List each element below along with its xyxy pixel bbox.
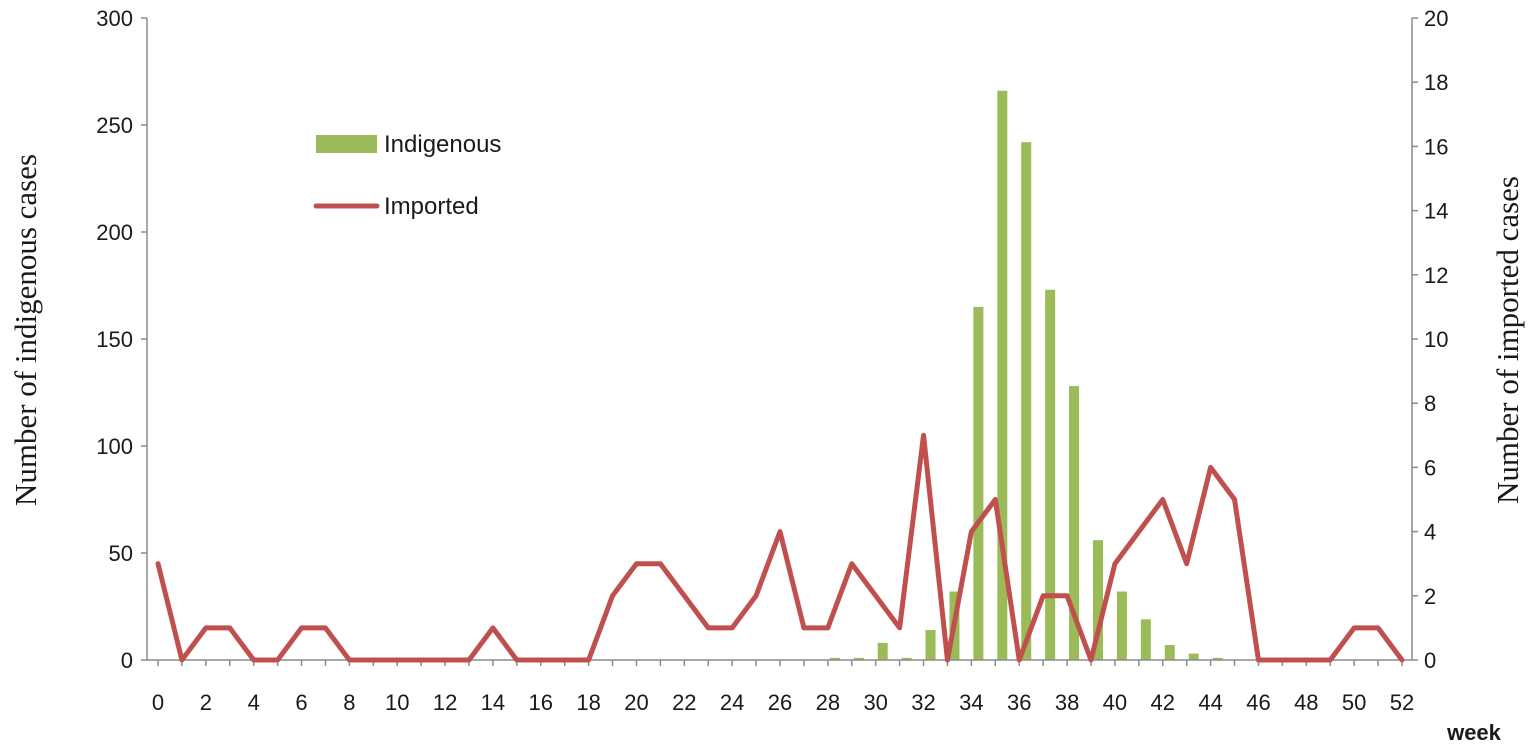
x-tick-label: 20 [624, 690, 648, 715]
indigenous-bar [1045, 289, 1056, 660]
indigenous-bars [829, 90, 1223, 660]
x-tick-label: 18 [576, 690, 600, 715]
right-axis-title: Number of imported cases [1490, 176, 1525, 504]
x-tick-label: 40 [1103, 690, 1127, 715]
left-axis-title: Number of indigenous cases [8, 154, 43, 506]
x-tick-label: 34 [959, 690, 983, 715]
imported-line [155, 432, 1405, 663]
axes [146, 18, 1413, 661]
indigenous-bar [1140, 619, 1151, 660]
x-tick-label: 36 [1007, 690, 1031, 715]
right-tick-label: 2 [1424, 584, 1436, 609]
x-tick-label: 0 [152, 690, 164, 715]
x-axis-title: week [1446, 720, 1502, 745]
x-tick-label: 16 [529, 690, 553, 715]
left-tick-label: 250 [96, 113, 133, 138]
right-tick-label: 20 [1424, 6, 1448, 31]
indigenous-bar [1188, 653, 1199, 660]
left-tick-label: 150 [96, 327, 133, 352]
x-tick-label: 38 [1055, 690, 1079, 715]
legend-swatch-indigenous [316, 135, 377, 153]
x-tick-label: 46 [1246, 690, 1270, 715]
indigenous-bar [1069, 386, 1080, 660]
x-tick-label: 14 [481, 690, 505, 715]
x-tick-label: 44 [1198, 690, 1222, 715]
left-tick-label: 0 [121, 648, 133, 673]
left-tick-label: 50 [109, 541, 133, 566]
x-tick-label: 42 [1151, 690, 1175, 715]
x-tick-label: 52 [1390, 690, 1414, 715]
left-axis-ticks: 0 50 100 150 200 250 300 [96, 6, 147, 673]
indigenous-bar [1093, 540, 1103, 660]
indigenous-bar [877, 642, 888, 660]
indigenous-bar [1212, 657, 1223, 660]
x-tick-label: 2 [200, 690, 212, 715]
right-tick-label: 8 [1424, 391, 1436, 416]
legend-label-imported: Imported [384, 193, 479, 220]
left-tick-label: 100 [96, 434, 133, 459]
right-tick-label: 10 [1424, 327, 1448, 352]
left-tick-label: 200 [96, 220, 133, 245]
x-tick-label: 6 [295, 690, 307, 715]
x-tick-label: 26 [768, 690, 792, 715]
right-axis-ticks: 0 2 4 6 8 10 12 14 16 18 20 [1412, 6, 1448, 673]
x-tick-label: 30 [863, 690, 887, 715]
legend-label-indigenous: Indigenous [384, 131, 501, 158]
indigenous-bar [1021, 142, 1032, 660]
right-tick-label: 12 [1424, 263, 1448, 288]
x-tick-label: 22 [672, 690, 696, 715]
indigenous-bar [1164, 645, 1175, 660]
x-axis-ticks: 0 2 4 6 8 10 12 14 16 18 20 22 24 26 28 30 32 34 36 38 40 42 4… [152, 660, 1414, 715]
right-tick-label: 0 [1424, 648, 1436, 673]
indigenous-bar [997, 90, 1008, 660]
x-tick-label: 24 [720, 690, 744, 715]
indigenous-bar [853, 657, 864, 660]
legend: Indigenous Imported [313, 131, 501, 220]
right-tick-label: 16 [1424, 134, 1448, 159]
x-tick-label: 8 [343, 690, 355, 715]
imported-series-line [155, 432, 1405, 663]
indigenous-bar [829, 657, 840, 660]
left-tick-label: 300 [96, 6, 133, 31]
right-tick-label: 6 [1424, 455, 1436, 480]
right-tick-label: 4 [1424, 520, 1436, 545]
right-tick-label: 14 [1424, 199, 1448, 224]
x-tick-label: 10 [385, 690, 409, 715]
x-tick-label: 50 [1342, 690, 1366, 715]
indigenous-bar [901, 657, 912, 660]
indigenous-bar [925, 630, 936, 660]
x-tick-label: 32 [911, 690, 935, 715]
x-tick-label: 28 [816, 690, 840, 715]
indigenous-bar [1116, 591, 1127, 660]
x-tick-label: 12 [433, 690, 457, 715]
indigenous-bar [973, 306, 984, 660]
right-tick-label: 18 [1424, 70, 1448, 95]
x-tick-label: 4 [248, 690, 260, 715]
x-tick-label: 48 [1294, 690, 1318, 715]
